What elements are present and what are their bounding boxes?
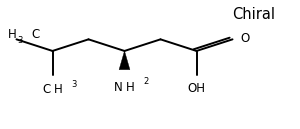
Text: 2: 2 bbox=[143, 77, 149, 86]
Text: O: O bbox=[240, 32, 249, 45]
Polygon shape bbox=[119, 51, 130, 70]
Text: Chiral: Chiral bbox=[232, 7, 275, 22]
Text: H: H bbox=[54, 83, 63, 96]
Text: C: C bbox=[43, 83, 51, 96]
Text: 3: 3 bbox=[71, 80, 77, 89]
Text: 3: 3 bbox=[17, 36, 23, 45]
Text: N: N bbox=[114, 81, 123, 94]
Text: C: C bbox=[31, 28, 39, 41]
Text: H: H bbox=[8, 28, 16, 41]
Text: OH: OH bbox=[188, 82, 206, 95]
Text: H: H bbox=[126, 81, 135, 94]
